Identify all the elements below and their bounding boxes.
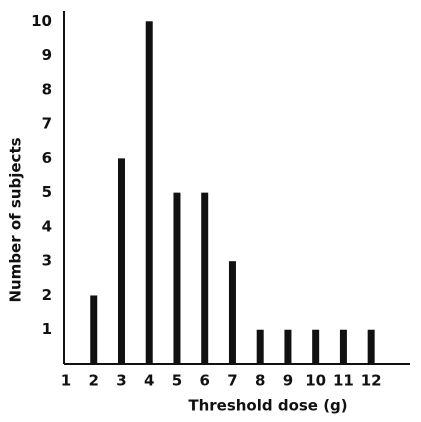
y-tick-label: 1 xyxy=(42,320,52,338)
x-tick-label: 4 xyxy=(144,372,154,390)
x-tick-label: 3 xyxy=(116,372,126,390)
y-axis-title: Number of subjects xyxy=(7,137,25,302)
bar xyxy=(117,158,125,364)
bar xyxy=(145,21,153,364)
x-tick-label: 6 xyxy=(199,372,209,390)
x-tick-label: 12 xyxy=(361,372,382,390)
bar xyxy=(284,329,292,364)
y-tick-label: 3 xyxy=(42,252,52,270)
bar xyxy=(90,295,98,364)
y-tick-label: 7 xyxy=(42,115,52,133)
y-tick-label: 6 xyxy=(42,149,52,167)
y-tick-label: 4 xyxy=(42,217,52,235)
y-tick-label: 8 xyxy=(42,80,52,98)
x-tick-label: 11 xyxy=(333,372,354,390)
x-tick-label: 2 xyxy=(89,372,99,390)
y-tick-label: 9 xyxy=(42,46,52,64)
bar xyxy=(256,329,264,364)
x-tick-label: 1 xyxy=(61,372,71,390)
x-axis-title: Threshold dose (g) xyxy=(188,397,347,415)
x-tick-label: 10 xyxy=(305,372,326,390)
y-tick-label: 2 xyxy=(42,286,52,304)
x-tick-label: 7 xyxy=(227,372,237,390)
bar xyxy=(312,329,320,364)
bar xyxy=(228,261,236,364)
y-tick-label: 5 xyxy=(42,183,52,201)
bar xyxy=(173,192,181,364)
bar xyxy=(367,329,375,364)
x-tick-label: 5 xyxy=(172,372,182,390)
bar xyxy=(201,192,209,364)
x-tick-label: 8 xyxy=(255,372,265,390)
bar xyxy=(339,329,347,364)
x-tick-label: 9 xyxy=(283,372,293,390)
y-tick-label: 10 xyxy=(31,12,52,30)
